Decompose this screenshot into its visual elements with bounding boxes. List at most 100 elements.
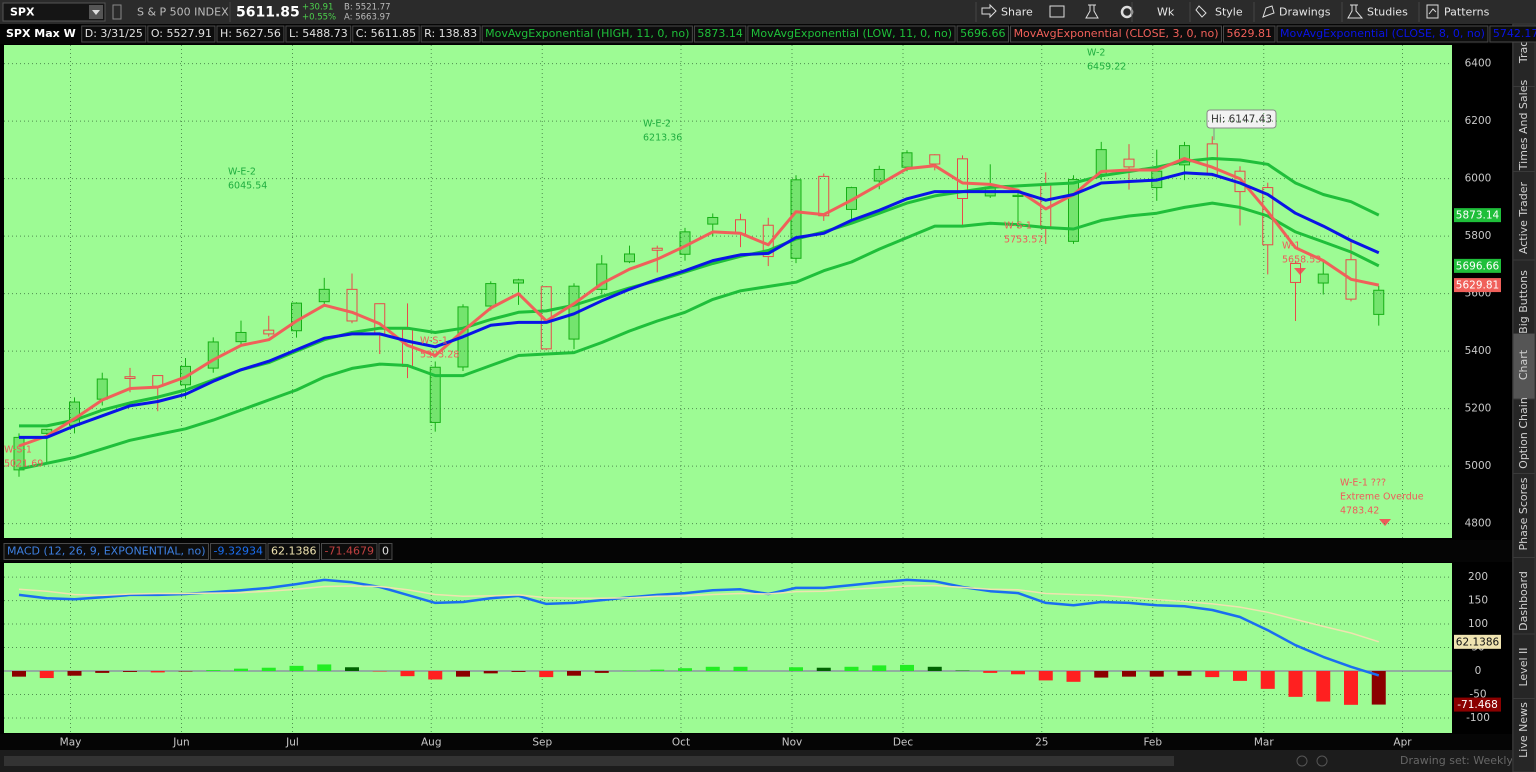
price-tag (1454, 258, 1501, 273)
histogram-bar (234, 668, 248, 672)
price-tag-label: -71.468 (1457, 699, 1498, 711)
target-arrow (1379, 519, 1391, 526)
toolbar-button[interactable]: Drawings (1279, 6, 1331, 19)
candle-body (207, 341, 219, 369)
sidebar-tab-label: Times And Sales (1517, 80, 1530, 172)
legend-box (1010, 25, 1222, 43)
legend-box (3, 543, 210, 560)
sidebar-tab-label: Phase Scores (1517, 477, 1530, 550)
hi-bubble (1206, 109, 1277, 129)
candle-body (96, 378, 108, 400)
histogram-bar (1288, 671, 1303, 697)
legend-item: 5629.81 (1226, 27, 1272, 40)
y-tick-label: 5400 (1465, 345, 1492, 357)
legend-item: MACD (12, 26, 9, EXPONENTIAL, no) (7, 545, 206, 558)
histogram-bar (1205, 671, 1220, 678)
x-tick-label: 25 (1035, 737, 1048, 749)
price-tag (1454, 208, 1501, 223)
histogram-bar (1344, 671, 1358, 705)
candle-body (873, 168, 885, 182)
histogram-bar (1066, 671, 1081, 682)
histogram-bar (733, 666, 748, 672)
change-pct: +0.55% (302, 13, 336, 23)
candle-body (346, 288, 358, 322)
legend-item: MovAvgExponential (CLOSE, 8, 0, no) (1280, 27, 1485, 40)
histogram-bar (1122, 671, 1136, 677)
histogram-bar (317, 664, 332, 672)
x-tick-label: Nov (782, 737, 803, 749)
change: +30.91 (302, 3, 333, 13)
annotation-value: 5021.69 (4, 459, 43, 470)
sidebar-tab[interactable] (1512, 698, 1536, 772)
symbol: SPX (10, 6, 35, 19)
legend-item: 5873.14 (697, 27, 743, 40)
toolbar-button[interactable]: Style (1215, 6, 1243, 19)
candle-body (318, 288, 330, 303)
symbol-box[interactable] (2, 2, 106, 22)
moving-average (18, 201, 1380, 471)
legend-box (147, 25, 216, 43)
x-tick-label: Jul (285, 737, 299, 749)
y-tick-label: 6000 (1465, 173, 1492, 185)
scrollbar[interactable] (4, 756, 1174, 766)
price-tag-label: 5873.14 (1456, 210, 1500, 222)
histogram-bar (1094, 671, 1109, 678)
histogram-bar (150, 671, 165, 673)
candle-body (596, 263, 608, 290)
toolbar-button[interactable]: Wk (1157, 6, 1175, 19)
price-tag-label: 62.1386 (1456, 636, 1500, 648)
histogram-bar (678, 668, 692, 672)
histogram-bar (1260, 671, 1275, 689)
legend-box (216, 25, 285, 43)
histogram-bar (705, 666, 720, 672)
link-icon[interactable] (112, 4, 122, 20)
drawing-set: Drawing set: Weekly (1400, 754, 1513, 767)
candle-body (651, 247, 663, 251)
sidebar-tab-label: Level II (1517, 647, 1530, 686)
legend-item: H: 5627.56 (220, 27, 281, 40)
flask-icon[interactable] (1085, 4, 1099, 19)
zoom-in[interactable] (1316, 755, 1328, 767)
toolbar-button[interactable]: Share (1001, 6, 1033, 19)
last-price: 5611.85 (236, 5, 300, 21)
legend-box (747, 25, 956, 43)
snapshot-icon[interactable] (1049, 5, 1065, 18)
histogram-bar (345, 667, 359, 672)
histogram-bar (511, 671, 526, 672)
candle-body (1068, 179, 1079, 242)
toolbar-button[interactable]: Patterns (1444, 6, 1490, 19)
study-legend-bar (0, 540, 1512, 562)
annotation-value: 4783.42 (1340, 506, 1379, 517)
candle-body (1373, 289, 1385, 315)
legend-box (1276, 25, 1489, 43)
legend-box (285, 25, 352, 43)
legend-item: L: 5488.73 (289, 27, 348, 40)
legend-item: MovAvgExponential (CLOSE, 3, 0, no) (1014, 27, 1219, 40)
annotation-label: W-2 (1087, 48, 1105, 59)
histogram-bar (289, 665, 304, 672)
histogram-bar (1177, 671, 1192, 676)
x-tick-label: Sep (532, 737, 552, 749)
annotation-note: Extreme Overdue (1340, 492, 1424, 503)
studies-icon (1347, 4, 1364, 19)
histogram-bar (483, 671, 498, 674)
share-icon (981, 3, 997, 19)
toolbar-button[interactable]: Studies (1367, 6, 1408, 19)
annotation-label: W-S-1 (4, 445, 32, 456)
y-tick-label: 0 (1475, 665, 1482, 677)
histogram-bar (39, 671, 54, 679)
legend-item: C: 5611.85 (356, 27, 416, 40)
y-tick-label: 6200 (1465, 115, 1492, 127)
x-tick-label: Dec (893, 737, 914, 749)
annotation-label: W-E-2 (643, 119, 671, 130)
histogram-bar (567, 671, 581, 676)
x-tick-label: May (60, 737, 82, 749)
annotation-value: 5753.57 (1004, 235, 1043, 246)
annotation-value: 5393.28 (420, 350, 459, 361)
sidebar-tab-label: Active Trader (1517, 181, 1530, 254)
x-axis-bar (0, 734, 1512, 750)
zoom-out[interactable] (1296, 755, 1308, 767)
histogram-bar (1038, 671, 1053, 681)
candle-body (1179, 145, 1190, 166)
